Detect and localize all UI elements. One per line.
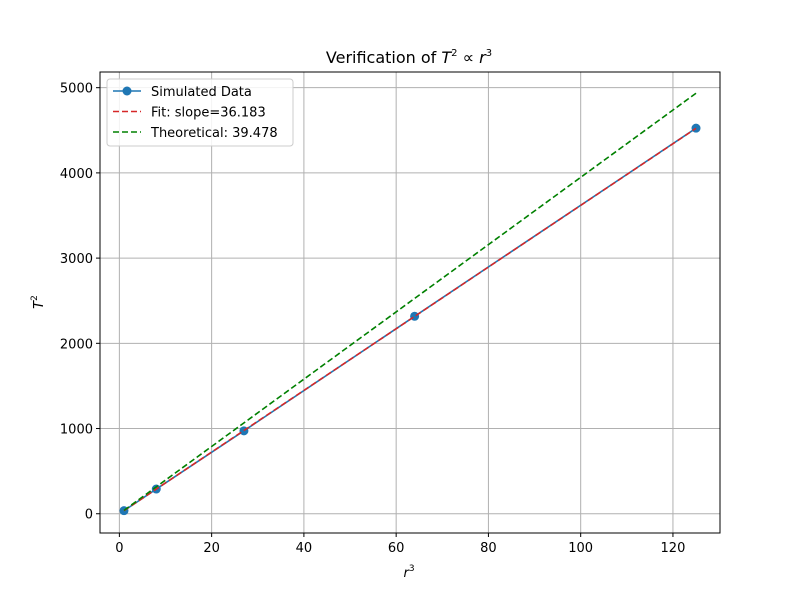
x-tick-label: 100 xyxy=(568,541,593,556)
plot-series xyxy=(119,92,701,516)
x-tick-label: 0 xyxy=(115,541,123,556)
legend: Simulated Data Fit: slope=36.183 Theoretic… xyxy=(106,78,294,147)
grid xyxy=(100,72,720,533)
y-tick-label: 2000 xyxy=(60,337,93,352)
chart-title: Verification of T2 ∝ r3 xyxy=(326,48,492,67)
legend-label: Simulated Data xyxy=(151,85,252,100)
y-tick-label: 0 xyxy=(85,508,93,523)
legend-label: Theoretical: 39.478 xyxy=(150,126,278,141)
x-tick-label: 60 xyxy=(388,541,405,556)
legend-marker xyxy=(122,86,132,96)
x-axis-label: r3 xyxy=(403,564,414,581)
y-tick-label: 5000 xyxy=(60,82,93,97)
x-tick-label: 40 xyxy=(296,541,313,556)
series-line-3 xyxy=(123,92,697,512)
axis-ticks: 0 20 40 60 80 100 120 0 1000 2000 3000 4000 5000 xyxy=(60,82,685,556)
y-tick-label: 4000 xyxy=(60,167,93,182)
series-line-2 xyxy=(123,127,697,512)
data-point xyxy=(691,123,701,133)
legend-box xyxy=(106,78,294,147)
x-tick-label: 120 xyxy=(661,541,686,556)
x-tick-label: 80 xyxy=(480,541,497,556)
y-tick-label: 1000 xyxy=(60,423,93,438)
y-tick-label: 3000 xyxy=(60,252,93,267)
legend-label: Fit: slope=36.183 xyxy=(151,106,266,121)
plot-frame xyxy=(99,71,721,534)
y-axis-label: T2 xyxy=(30,295,47,309)
x-tick-label: 20 xyxy=(203,541,220,556)
